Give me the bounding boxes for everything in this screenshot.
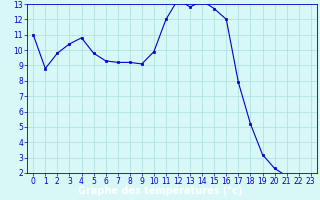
Text: Graphe des températures (°c): Graphe des températures (°c): [78, 186, 242, 196]
